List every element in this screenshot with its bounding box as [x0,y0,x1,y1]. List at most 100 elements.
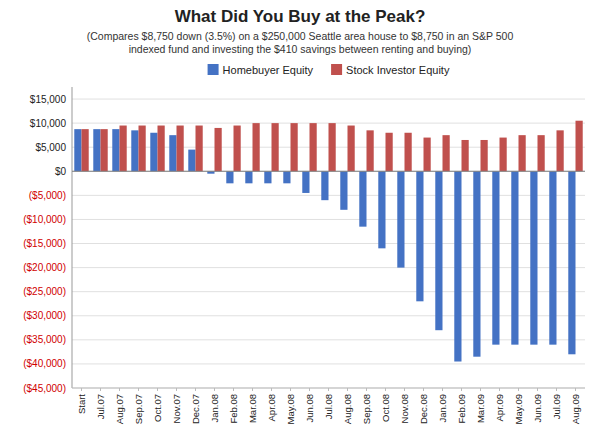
bar [557,130,564,171]
grid-line [72,339,585,340]
bar [139,126,146,172]
y-tick-label: ($15,000) [23,238,66,249]
bar [310,123,317,171]
x-tick [461,388,462,391]
legend-swatch [331,64,342,75]
grid-line [72,315,585,316]
x-tick [442,388,443,391]
zero-line [72,171,585,172]
grid-line [72,99,585,100]
x-tick [252,388,253,391]
x-tick-label: Jul.08 [323,394,334,419]
bar [492,171,499,344]
legend-swatch [208,64,219,75]
bar [511,171,518,344]
bar [340,171,347,210]
bar [74,129,81,171]
x-tick-label: Dec.07 [190,394,201,424]
bar [397,171,404,267]
x-axis: StartJul.07Aug.07Sep.07Oct.07Nov.07Dec.0… [76,388,581,424]
bar [272,123,279,171]
bar [549,171,556,344]
x-tick [366,388,367,391]
bar [348,126,355,172]
x-tick [480,388,481,391]
x-tick-label: Jul.07 [95,394,106,419]
bar [302,171,309,193]
x-tick-label: Dec.08 [418,394,429,424]
x-tick-label: Apr.08 [266,394,277,421]
bar [473,171,480,356]
x-tick [157,388,158,391]
bar [500,138,507,172]
x-tick [385,388,386,391]
bar [150,133,157,172]
bar [405,133,412,172]
bar [226,171,233,183]
chart: What Did You Buy at the Peak? (Compares $… [0,0,600,434]
x-tick-label: Oct.07 [152,394,163,422]
x-tick [271,388,272,391]
bar [234,126,241,172]
y-tick-label: $5,000 [35,142,66,153]
x-tick-label: Aug.08 [342,394,353,424]
bar [538,135,545,171]
y-tick-label: ($35,000) [23,334,66,345]
legend-label: Stock Investor Equity [346,64,450,76]
bar [435,171,442,330]
x-tick [328,388,329,391]
x-tick-label: Jan.09 [437,394,448,423]
x-tick [537,388,538,391]
grid-line [72,219,585,220]
y-tick-label: ($25,000) [23,286,66,297]
x-tick [100,388,101,391]
bar [120,126,127,172]
x-tick-label: Oct.08 [380,394,391,422]
y-tick-label: ($10,000) [23,214,66,225]
bar [158,126,165,172]
x-tick-label: Jun.09 [532,394,543,423]
bar [283,171,290,183]
title: What Did You Buy at the Peak? [175,7,426,26]
bar [378,171,385,248]
x-tick-label: Feb.08 [228,394,239,424]
y-tick-label: ($30,000) [23,310,66,321]
bar [188,150,195,172]
x-tick [556,388,557,391]
grid-line [72,267,585,268]
x-tick [499,388,500,391]
grid-line [72,243,585,244]
y-tick-label: ($40,000) [23,358,66,369]
bar [462,140,469,171]
x-tick-label: Sep.08 [361,394,372,424]
x-tick [347,388,348,391]
bar [416,171,423,301]
y-tick-label: ($20,000) [23,262,66,273]
x-tick-label: Mar.08 [247,394,258,423]
y-tick-label: ($45,000) [23,383,66,394]
x-tick-label: Jun.08 [304,394,315,423]
bar [367,130,374,171]
y-tick-label: $0 [55,166,67,177]
grid-line [72,363,585,364]
x-tick-label: Aug.09 [570,394,581,424]
bar [576,121,583,172]
bar [481,140,488,171]
subtitle: (Compares $8,750 down (3.5%) on a $250,0… [87,30,514,55]
grid-line [72,291,585,292]
x-tick [195,388,196,391]
bars [74,121,582,362]
x-tick [404,388,405,391]
x-tick-label: Aug.07 [114,394,125,424]
x-tick-label: Nov.08 [399,394,410,423]
bar [264,171,271,183]
x-tick-label: Jul.09 [551,394,562,419]
bar [112,129,119,171]
x-tick [518,388,519,391]
bar [82,129,89,171]
bar [519,135,526,171]
y-axis: ($45,000) ($40,000) ($35,000) ($30,000) ($25… [23,94,585,394]
legend-label: Homebuyer Equity [223,64,314,76]
bar [530,171,537,344]
bar [424,138,431,172]
